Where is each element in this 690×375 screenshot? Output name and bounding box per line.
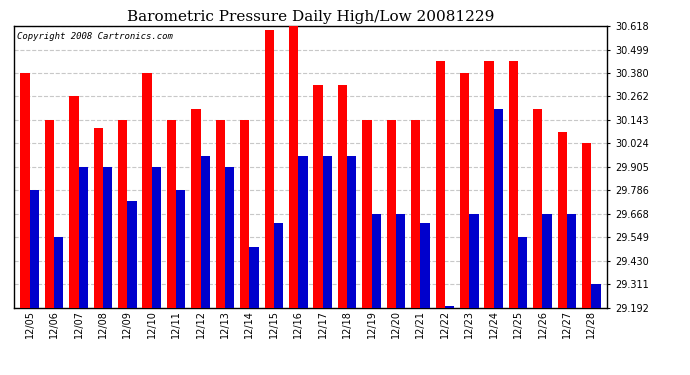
- Bar: [289, 26, 298, 308]
- Bar: [469, 214, 478, 308]
- Bar: [338, 85, 347, 308]
- Bar: [274, 223, 283, 308]
- Bar: [533, 109, 542, 308]
- Bar: [460, 73, 469, 308]
- Bar: [167, 120, 176, 308]
- Bar: [176, 190, 186, 308]
- Bar: [128, 201, 137, 308]
- Bar: [103, 167, 112, 308]
- Bar: [79, 167, 88, 308]
- Bar: [558, 132, 567, 308]
- Bar: [323, 156, 332, 308]
- Bar: [484, 62, 493, 308]
- Bar: [518, 237, 527, 308]
- Bar: [21, 73, 30, 308]
- Bar: [69, 96, 79, 308]
- Bar: [542, 214, 552, 308]
- Bar: [201, 156, 210, 308]
- Bar: [240, 120, 250, 308]
- Bar: [435, 62, 445, 308]
- Text: Copyright 2008 Cartronics.com: Copyright 2008 Cartronics.com: [17, 32, 172, 41]
- Bar: [591, 284, 600, 308]
- Bar: [152, 167, 161, 308]
- Bar: [250, 247, 259, 308]
- Bar: [45, 120, 54, 308]
- Bar: [191, 109, 201, 308]
- Bar: [347, 156, 357, 308]
- Bar: [509, 62, 518, 308]
- Bar: [386, 120, 396, 308]
- Bar: [54, 237, 63, 308]
- Bar: [313, 85, 323, 308]
- Bar: [493, 109, 503, 308]
- Bar: [94, 128, 103, 308]
- Bar: [396, 214, 405, 308]
- Bar: [225, 167, 235, 308]
- Bar: [362, 120, 371, 308]
- Bar: [371, 214, 381, 308]
- Bar: [567, 214, 576, 308]
- Bar: [420, 223, 430, 308]
- Bar: [582, 143, 591, 308]
- Bar: [118, 120, 128, 308]
- Bar: [411, 120, 420, 308]
- Bar: [298, 156, 308, 308]
- Title: Barometric Pressure Daily High/Low 20081229: Barometric Pressure Daily High/Low 20081…: [127, 10, 494, 24]
- Bar: [143, 73, 152, 308]
- Bar: [445, 306, 454, 308]
- Bar: [216, 120, 225, 308]
- Bar: [30, 190, 39, 308]
- Bar: [264, 30, 274, 308]
